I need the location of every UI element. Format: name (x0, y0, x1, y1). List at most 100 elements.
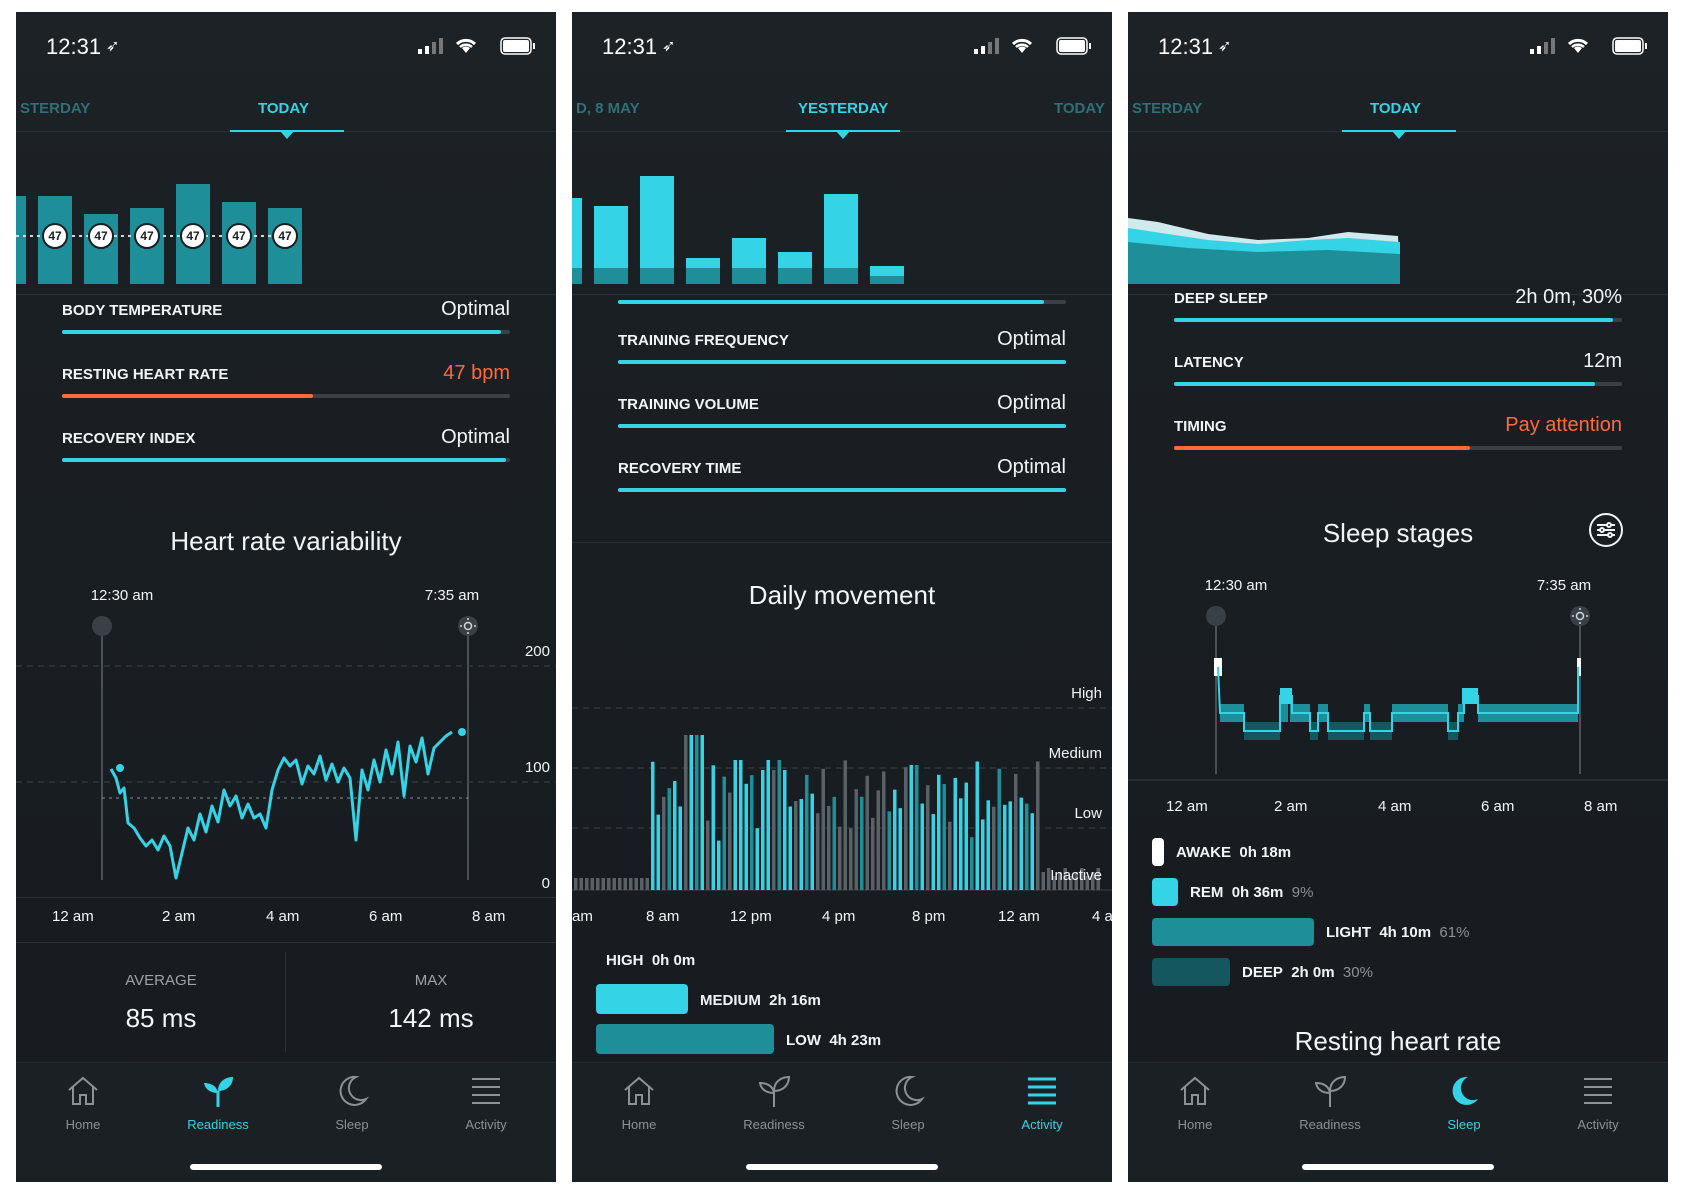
metric-body-temperature[interactable]: BODY TEMPERATURE Optimal (62, 294, 510, 354)
sleep-stages-title: Sleep stages (1322, 518, 1474, 548)
movement-bar (931, 814, 935, 890)
metric-track (1174, 318, 1622, 322)
stat-divider (285, 952, 286, 1052)
metric-recovery-index[interactable]: RECOVERY INDEX Optimal (62, 422, 510, 482)
metric-training-frequency[interactable]: TRAINING FREQUENCY Optimal (618, 324, 1066, 384)
x-tick: 8 am (646, 908, 680, 925)
stage-light (1280, 704, 1288, 722)
movement-bar (1019, 797, 1023, 890)
movement-bar (601, 878, 605, 890)
level-label: Low (1074, 805, 1102, 822)
hrv-end-point (458, 728, 466, 736)
nav-readiness[interactable]: Readiness (1280, 1073, 1380, 1143)
metric-latency[interactable]: LATENCY 12m (1174, 346, 1622, 406)
movement-bar (997, 768, 1001, 890)
filter-settings-icon[interactable] (1588, 512, 1624, 548)
x-tick: 12 pm (730, 908, 772, 925)
sleep-stages-chart: 12:30 am 7:35 am (1128, 577, 1668, 781)
nav-home[interactable]: Home (1145, 1073, 1245, 1143)
metric-fill (1174, 382, 1596, 386)
activity-screen: 12:31 ➶ D, 8 MAY YESTERDAY TODAY (572, 12, 1112, 1182)
date-tabs: D, 8 MAY YESTERDAY TODAY (572, 84, 1112, 139)
tab-today[interactable]: TODAY (258, 100, 309, 117)
hrv-line (109, 730, 453, 880)
nav-label: Home (621, 1117, 657, 1132)
metric-timing[interactable]: TIMING Pay attention (1174, 410, 1622, 470)
tab-8-may[interactable]: D, 8 MAY (576, 100, 640, 117)
metric-label: DEEP SLEEP (1174, 290, 1268, 307)
movement-bar (964, 782, 968, 890)
metric-value: Optimal (441, 298, 510, 320)
tab-yesterday[interactable]: YESTERDAY (798, 100, 889, 117)
metric-deep-sleep[interactable]: DEEP SLEEP 2h 0m, 30% (1174, 282, 1622, 342)
nav-activity[interactable]: Activity (1548, 1073, 1648, 1143)
nav-readiness[interactable]: Readiness (724, 1073, 824, 1143)
movement-bar (942, 784, 946, 890)
home-indicator (746, 1164, 938, 1170)
metric-resting-heart-rate[interactable]: RESTING HEART RATE 47 bpm (62, 358, 510, 418)
location-arrow-icon: ➶ (106, 38, 120, 55)
legend-light-swatch (1152, 918, 1314, 946)
movement-bar (695, 735, 699, 890)
metric-fill (618, 424, 1066, 428)
tab-yesterday[interactable]: STERDAY (1132, 100, 1203, 117)
metric-label: RESTING HEART RATE (62, 366, 229, 383)
metric-track (618, 488, 1066, 492)
legend-value: 2h 0m (1291, 964, 1335, 981)
tab-yesterday[interactable]: STERDAY (20, 100, 91, 117)
stat-label: MAX (414, 972, 448, 989)
metric-track (618, 424, 1066, 428)
bottom-nav: Home Readiness Sleep Activity (16, 1062, 556, 1182)
status-time: 12:31 (1158, 34, 1214, 59)
nav-home[interactable]: Home (33, 1073, 133, 1143)
bottom-nav: Home Readiness Sleep Activity (1128, 1062, 1668, 1182)
status-time: 12:31 (46, 34, 102, 59)
legend-label: LOW (786, 1032, 821, 1049)
metric-value: 12m (1583, 350, 1622, 372)
nav-readiness[interactable]: Readiness (168, 1073, 268, 1143)
movement-bar (634, 878, 638, 890)
metric-recovery-time[interactable]: RECOVERY TIME Optimal (618, 452, 1066, 512)
moon-icon (1206, 606, 1226, 626)
legend-value: 0h 0m (651, 952, 696, 969)
legend-light: LIGHT 4h 10m 61% (1326, 924, 1469, 941)
metric-value: Pay attention (1505, 414, 1622, 436)
nav-sleep[interactable]: Sleep (1414, 1073, 1514, 1143)
hrv-start-time: 12:30 am (91, 587, 154, 604)
metric-training-volume[interactable]: TRAINING VOLUME Optimal (618, 388, 1066, 448)
legend-awake-swatch (1152, 838, 1164, 866)
metric-track (62, 394, 510, 398)
legend-value: 0h 18m (1239, 844, 1292, 861)
nav-activity[interactable]: Activity (436, 1073, 536, 1143)
readiness-score-bars: 47 47 47 47 47 47 (16, 184, 302, 284)
sleep-trend-area (1128, 218, 1400, 284)
movement-bar (832, 796, 836, 890)
tab-today[interactable]: TODAY (1054, 100, 1105, 117)
movement-bar (673, 781, 677, 890)
legend-low: LOW 4h 23m (786, 1032, 881, 1049)
level-label: High (1071, 685, 1102, 702)
nav-sleep[interactable]: Sleep (302, 1073, 402, 1143)
metric-track (62, 330, 510, 334)
hrv-start-point (116, 764, 124, 772)
x-tick: 6 am (1481, 798, 1515, 815)
moon-icon (92, 616, 112, 636)
nav-activity[interactable]: Activity (992, 1073, 1092, 1143)
status-time: 12:31 (602, 34, 658, 59)
movement-bar (722, 776, 726, 890)
movement-bar (937, 774, 941, 890)
bar-value-label: 47 (140, 229, 154, 243)
nav-home[interactable]: Home (589, 1073, 689, 1143)
nav-sleep[interactable]: Sleep (858, 1073, 958, 1143)
legend-value: 0h 36m (1231, 884, 1284, 901)
sprout-icon (1314, 1075, 1347, 1107)
status-bar: 12:31 ➶ (602, 30, 1092, 64)
movement-bar (799, 798, 803, 890)
location-arrow-icon: ➶ (662, 38, 676, 55)
home-icon (1180, 1076, 1210, 1105)
x-tick: 12 am (52, 908, 94, 925)
movement-bar (678, 806, 682, 890)
movement-bar (992, 806, 996, 890)
movement-bar (640, 878, 644, 890)
tab-today[interactable]: TODAY (1370, 100, 1421, 117)
